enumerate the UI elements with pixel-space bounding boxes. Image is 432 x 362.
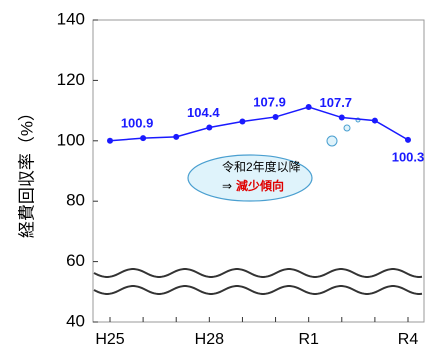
cloud-dot <box>344 125 350 131</box>
cloud-dot <box>327 136 337 146</box>
data-line <box>110 107 408 141</box>
axis-break-band <box>94 266 423 296</box>
x-tick-label: H28 <box>195 331 224 348</box>
value-label: 107.9 <box>253 94 286 109</box>
value-label: 104.4 <box>187 105 220 120</box>
y-tick-label: 80 <box>66 191 85 210</box>
x-tick-label: R4 <box>398 331 419 348</box>
annotation-text: 令和2年度以降 <box>222 159 301 174</box>
x-tick-label: R1 <box>298 331 319 348</box>
annotation-bubble: 令和2年度以降 ⇒ 減少傾向 <box>188 118 360 201</box>
y-tick-label: 60 <box>66 251 85 270</box>
data-point <box>273 114 279 120</box>
y-axis-label: 経費回収率（%） <box>17 104 36 238</box>
data-point <box>339 115 345 121</box>
data-point <box>206 125 212 131</box>
value-label: 107.7 <box>320 95 353 110</box>
data-point <box>239 118 245 124</box>
annotation-arrow: ⇒ <box>222 179 232 193</box>
data-point <box>140 135 146 141</box>
chart: 経費回収率（%） 令和2年度以降 ⇒ 減少傾向 40 60 80 100 120 140 H… <box>0 0 432 362</box>
value-label: 100.9 <box>121 116 154 131</box>
data-point <box>107 138 113 144</box>
data-point <box>173 134 179 140</box>
annotation-emphasis: 減少傾向 <box>236 178 284 193</box>
data-point <box>372 118 378 124</box>
data-point <box>405 137 411 143</box>
y-tick-label: 120 <box>57 70 85 89</box>
value-label: 100.3 <box>392 149 425 164</box>
y-tick-label: 100 <box>57 130 85 149</box>
data-point <box>306 104 312 110</box>
x-tick-label: H25 <box>95 331 124 348</box>
y-tick-label: 40 <box>66 311 85 330</box>
y-tick-label: 140 <box>57 9 85 28</box>
